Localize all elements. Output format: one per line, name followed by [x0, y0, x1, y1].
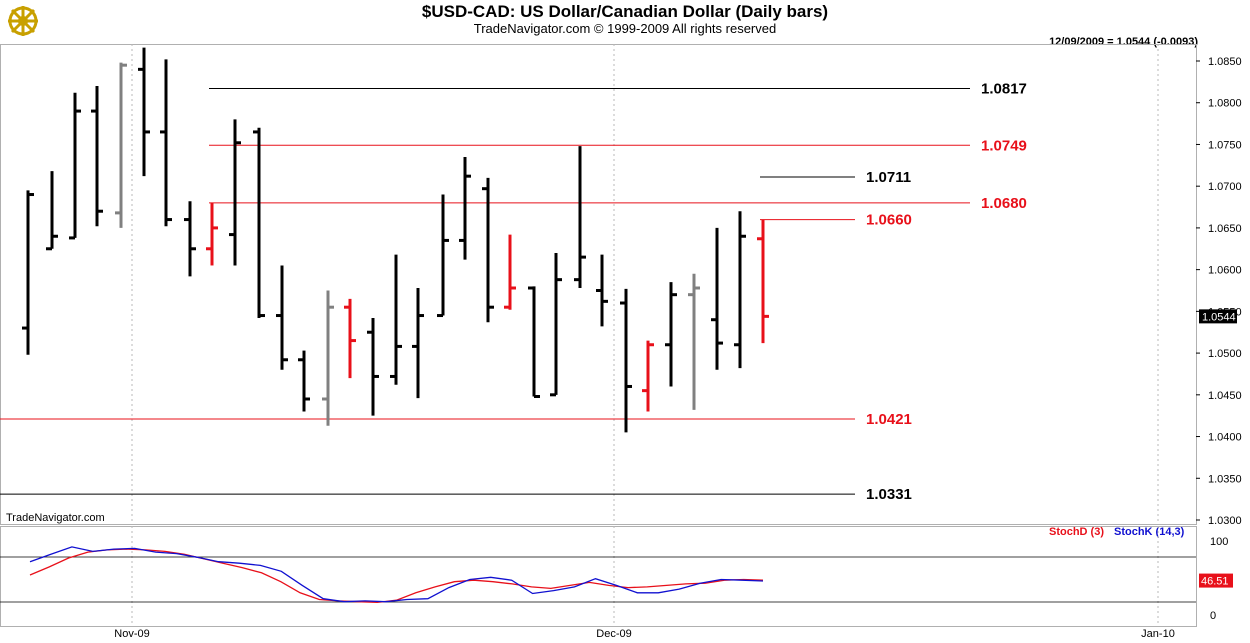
last-price-label: 1.0544	[1202, 311, 1236, 323]
y-tick-label: 1.0750	[1208, 139, 1242, 151]
tradenavigator-logo-icon	[6, 4, 40, 38]
y-tick-label: 1.0850	[1208, 56, 1242, 68]
chart-subtitle: TradeNavigator.com © 1999-2009 All right…	[473, 21, 777, 36]
level-label: 1.0680	[981, 195, 1027, 212]
y-tick-label: 1.0700	[1208, 181, 1242, 193]
x-axis-label: Dec-09	[596, 628, 631, 640]
level-label: 1.0660	[866, 212, 912, 229]
watermark: TradeNavigator.com	[6, 512, 105, 524]
y-tick-label: 1.0400	[1208, 432, 1242, 444]
stoch-panel-frame	[0, 526, 1197, 627]
stoch-last-label: 46.51	[1201, 576, 1229, 588]
level-label: 1.0331	[866, 486, 912, 503]
y-tick-label: 1.0500	[1208, 348, 1242, 360]
stoch-line	[29, 546, 764, 603]
y-tick-label: 1.0300	[1208, 515, 1242, 527]
legend-stochk: StochK (14,3)	[1114, 526, 1185, 538]
x-axis-label: Nov-09	[114, 628, 149, 640]
level-label: 1.0817	[981, 81, 1027, 98]
level-label: 1.0711	[866, 169, 911, 186]
y-tick-label: 1.0800	[1208, 98, 1242, 110]
stoch-last-box	[1199, 573, 1233, 588]
x-axis-label: Jan-10	[1141, 628, 1175, 640]
chart-title: $USD-CAD: US Dollar/Canadian Dollar (Dai…	[421, 2, 829, 21]
y-tick-label: 1.0600	[1208, 265, 1242, 277]
last-price-box	[1199, 309, 1237, 324]
price-panel-frame	[0, 44, 1197, 525]
stoch-y-tick-label: 0	[1210, 610, 1216, 622]
level-label: 1.0749	[981, 137, 1027, 154]
y-tick-label: 1.0650	[1208, 223, 1242, 235]
level-label: 1.0421	[866, 411, 912, 428]
stoch-y-tick-label: 100	[1210, 536, 1228, 548]
legend-stochd: StochD (3)	[1049, 526, 1104, 538]
y-tick-label: 1.0350	[1208, 473, 1242, 485]
y-tick-label: 1.0450	[1208, 390, 1242, 402]
